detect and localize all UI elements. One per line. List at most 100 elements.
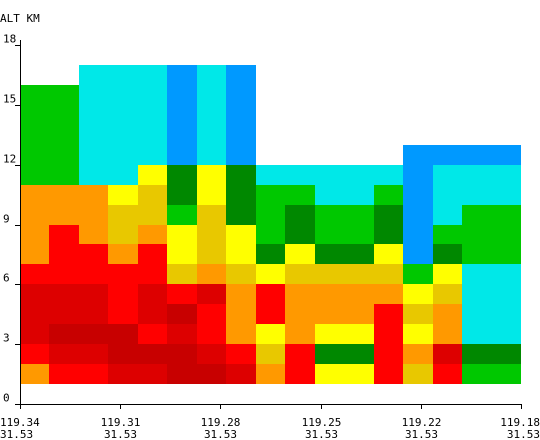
heatmap-cell [49,85,79,105]
heatmap-cell [49,145,79,165]
heatmap-cell [403,264,433,284]
heatmap-cell [197,364,226,384]
heatmap-cell [315,364,344,384]
heatmap-cell [462,284,492,304]
heatmap-cell [492,324,521,344]
heatmap-cell [138,65,167,85]
heatmap-cell [256,304,285,324]
heatmap-cell [20,225,49,244]
heatmap-cell [433,165,462,185]
heatmap-cell [433,284,462,304]
heatmap-cell [20,364,49,384]
heatmap-cell [197,304,226,324]
heatmap-cell [79,105,108,125]
heatmap-cell [374,304,403,324]
heatmap-cell [49,364,79,384]
heatmap-cell [167,145,197,165]
heatmap-cell [108,145,138,165]
heatmap-cell [138,264,167,284]
heatmap-cell [108,304,138,324]
heatmap-cell [433,185,462,205]
y-tick-label: 12 [3,153,16,166]
heatmap-cell [167,85,197,105]
heatmap-cell [167,225,197,244]
heatmap-cell [374,344,403,364]
y-tick-label: 15 [3,93,16,106]
heatmap-cell [108,284,138,304]
heatmap-cell [492,205,521,225]
heatmap-cell [462,244,492,264]
heatmap-cell [49,225,79,244]
heatmap-cell [462,264,492,284]
heatmap-cell [226,105,256,125]
heatmap-cell [226,205,256,225]
heatmap-cell [344,244,374,264]
heatmap-cell [138,284,167,304]
heatmap-cell [20,165,49,185]
heatmap-cell [433,205,462,225]
heatmap-cell [20,185,49,205]
heatmap-cell [167,244,197,264]
heatmap-cell [492,145,521,165]
heatmap-cell [315,344,344,364]
y-tick-label: 18 [3,33,16,46]
heatmap-cell [226,225,256,244]
heatmap-cell [167,205,197,225]
heatmap-cell [374,284,403,304]
heatmap-cell [167,364,197,384]
heatmap-cell [492,364,521,384]
heatmap-cell [285,364,315,384]
heatmap-cell [315,324,344,344]
heatmap-cell [344,344,374,364]
heatmap-cell [79,65,108,85]
x-tick-label-lat: 31.53 [405,428,438,440]
heatmap-cell [374,324,403,344]
heatmap-cell [344,324,374,344]
heatmap-cell [49,105,79,125]
heatmap-cell [197,205,226,225]
heatmap-cell [167,264,197,284]
heatmap-cell [256,324,285,344]
heatmap-cell [197,105,226,125]
heatmap-cell [315,205,344,225]
heatmap-cell [492,244,521,264]
heatmap-cell [49,324,79,344]
heatmap-cell [462,225,492,244]
heatmap-cell [138,344,167,364]
heatmap-cell [226,324,256,344]
heatmap-cell [108,85,138,105]
heatmap-cell [108,225,138,244]
heatmap-cell [403,304,433,324]
heatmap-cell [492,225,521,244]
heatmap-cell [167,344,197,364]
heatmap-cell [49,244,79,264]
heatmap-cell [315,244,344,264]
heatmap-cell [20,85,49,105]
heatmap-cell [285,185,315,205]
y-tick-label: 9 [3,213,10,226]
heatmap-cell [374,264,403,284]
heatmap-cell [433,225,462,244]
heatmap-cell [344,205,374,225]
x-tick-label-lat: 31.53 [0,428,33,440]
heatmap-cell [462,304,492,324]
heatmap-cell [226,244,256,264]
heatmap-cell [285,244,315,264]
heatmap-cell [374,165,403,185]
heatmap-cell [79,125,108,145]
heatmap-cell [197,284,226,304]
x-tick-label-lon: 119.18 [500,416,540,429]
heatmap-cell [79,205,108,225]
y-tick-label: 0 [3,392,10,405]
heatmap-cell [167,304,197,324]
heatmap-cell [167,105,197,125]
x-tick-label-lat: 31.53 [305,428,338,440]
heatmap-cell [79,264,108,284]
heatmap-cell [403,324,433,344]
heatmap-cell [285,344,315,364]
heatmap-cell [20,324,49,344]
x-tick-label-lon: 119.28 [201,416,241,429]
heatmap-cell [226,344,256,364]
heatmap-cell [315,284,344,304]
